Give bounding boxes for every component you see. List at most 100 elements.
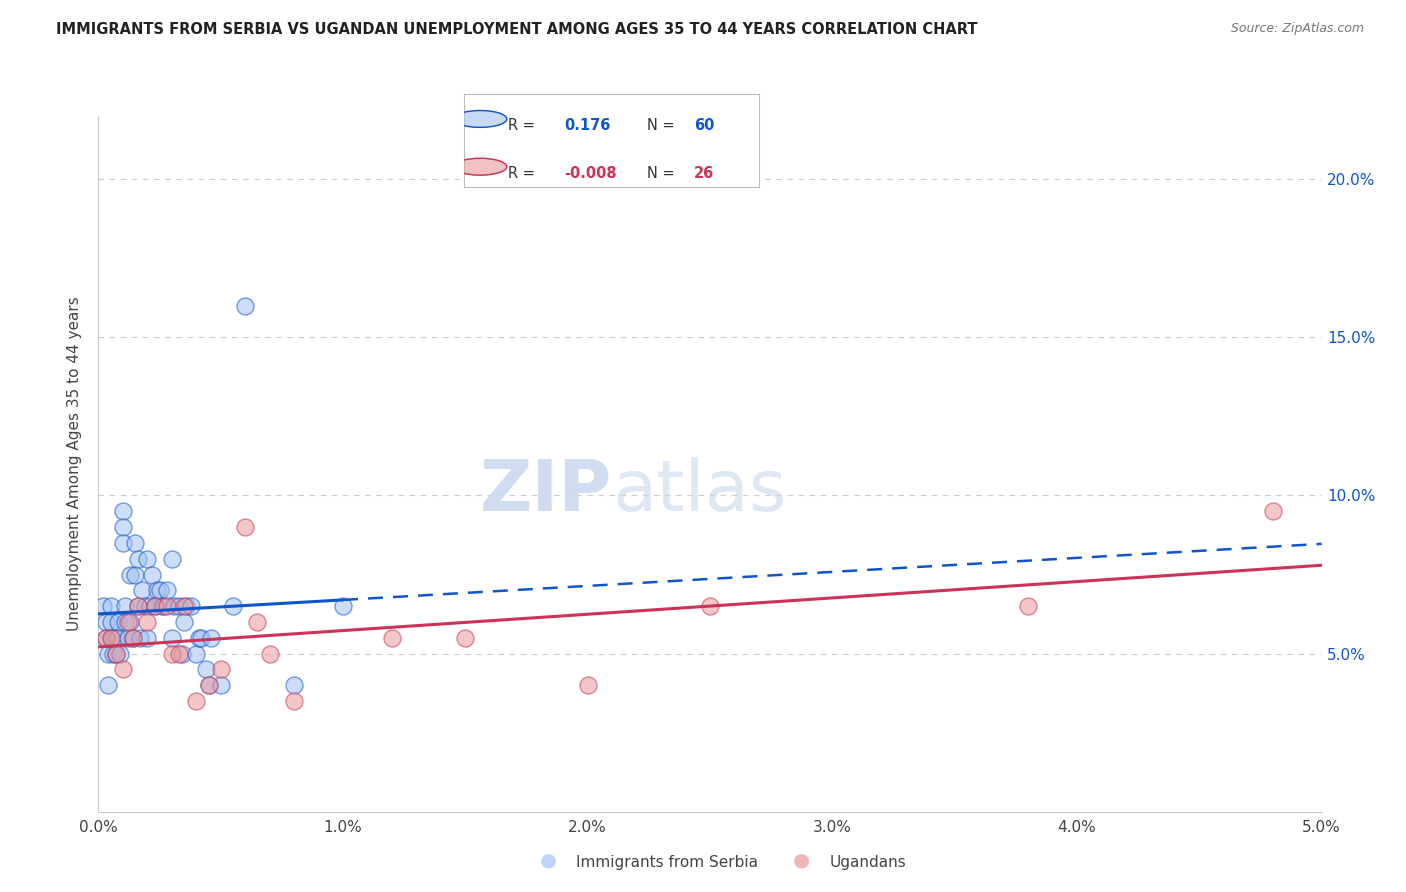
Point xyxy=(97,678,120,692)
Point xyxy=(173,599,195,614)
Point xyxy=(176,599,198,614)
Text: Immigrants from Serbia: Immigrants from Serbia xyxy=(576,855,758,870)
Point xyxy=(101,647,124,661)
Text: ●: ● xyxy=(540,850,557,870)
Text: N =: N = xyxy=(647,166,675,181)
Point xyxy=(94,631,117,645)
Point xyxy=(160,551,183,566)
Point xyxy=(124,536,146,550)
Text: 26: 26 xyxy=(695,166,714,181)
Point xyxy=(127,599,149,614)
Point xyxy=(160,631,183,645)
Point xyxy=(111,536,134,550)
Point xyxy=(187,631,209,645)
Point xyxy=(283,694,305,708)
Point xyxy=(101,631,124,645)
Y-axis label: Unemployment Among Ages 35 to 44 years: Unemployment Among Ages 35 to 44 years xyxy=(67,296,83,632)
Text: Ugandans: Ugandans xyxy=(830,855,907,870)
Point xyxy=(100,615,122,629)
Point xyxy=(111,662,134,676)
Point xyxy=(576,678,599,692)
Point xyxy=(160,647,183,661)
Point xyxy=(233,299,256,313)
Text: Source: ZipAtlas.com: Source: ZipAtlas.com xyxy=(1230,22,1364,36)
Point xyxy=(146,583,169,598)
Point xyxy=(91,599,114,614)
Point xyxy=(131,583,153,598)
Point xyxy=(143,599,166,614)
Point xyxy=(127,551,149,566)
Point xyxy=(170,647,193,661)
Text: ●: ● xyxy=(793,850,810,870)
Point xyxy=(100,599,122,614)
Text: R =: R = xyxy=(509,166,536,181)
Point xyxy=(134,599,156,614)
Point xyxy=(283,678,305,692)
Point xyxy=(186,647,208,661)
Circle shape xyxy=(454,111,506,128)
Point xyxy=(222,599,245,614)
Point xyxy=(156,583,179,598)
Point xyxy=(699,599,721,614)
Point xyxy=(454,631,477,645)
Point xyxy=(114,615,136,629)
Point xyxy=(143,599,166,614)
Point xyxy=(136,551,159,566)
Text: ZIP: ZIP xyxy=(479,458,612,526)
Point xyxy=(120,567,142,582)
Text: R =: R = xyxy=(509,118,536,133)
Circle shape xyxy=(454,158,506,175)
Point xyxy=(246,615,269,629)
Point xyxy=(104,631,127,645)
Point xyxy=(111,504,134,518)
Point xyxy=(107,615,129,629)
Point xyxy=(186,694,208,708)
Point xyxy=(195,662,218,676)
Point xyxy=(209,662,232,676)
Point xyxy=(149,583,172,598)
Point xyxy=(1017,599,1039,614)
Point xyxy=(139,599,162,614)
Point xyxy=(100,631,122,645)
Point xyxy=(94,615,117,629)
Point xyxy=(197,678,219,692)
Point xyxy=(97,647,120,661)
Point xyxy=(209,678,232,692)
Point xyxy=(124,567,146,582)
Point xyxy=(136,615,159,629)
Text: atlas: atlas xyxy=(612,458,786,526)
Point xyxy=(200,631,222,645)
Point xyxy=(197,678,219,692)
Point xyxy=(100,631,122,645)
Point xyxy=(190,631,212,645)
Point xyxy=(114,599,136,614)
Point xyxy=(167,599,190,614)
Point xyxy=(156,599,179,614)
Point xyxy=(111,520,134,534)
Point xyxy=(173,615,195,629)
Point xyxy=(233,520,256,534)
Point xyxy=(141,567,163,582)
Point xyxy=(120,615,142,629)
Point xyxy=(1261,504,1284,518)
Point xyxy=(121,631,143,645)
Text: 60: 60 xyxy=(695,118,714,133)
Point xyxy=(150,599,173,614)
Point xyxy=(129,631,152,645)
Point xyxy=(332,599,354,614)
Text: N =: N = xyxy=(647,118,675,133)
Text: -0.008: -0.008 xyxy=(564,166,617,181)
Text: IMMIGRANTS FROM SERBIA VS UGANDAN UNEMPLOYMENT AMONG AGES 35 TO 44 YEARS CORRELA: IMMIGRANTS FROM SERBIA VS UGANDAN UNEMPL… xyxy=(56,22,977,37)
Point xyxy=(107,631,129,645)
Point xyxy=(153,599,176,614)
Point xyxy=(94,631,117,645)
Point xyxy=(381,631,404,645)
Point xyxy=(136,631,159,645)
Point xyxy=(104,647,127,661)
Point xyxy=(104,647,127,661)
Point xyxy=(259,647,281,661)
Text: 0.176: 0.176 xyxy=(564,118,610,133)
Point xyxy=(110,647,132,661)
Point xyxy=(180,599,202,614)
Point xyxy=(117,615,139,629)
